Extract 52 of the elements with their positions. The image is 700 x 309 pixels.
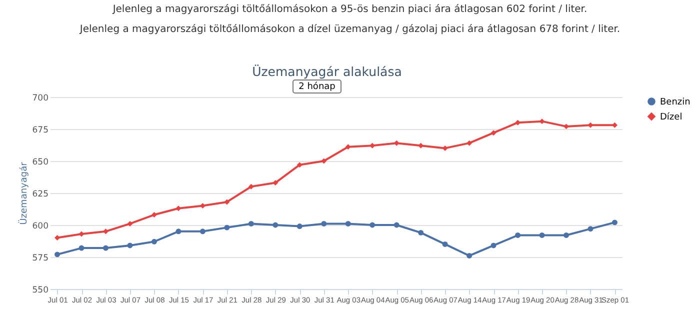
y-tick-label: 575 xyxy=(32,254,48,264)
point xyxy=(200,228,206,234)
point xyxy=(103,245,108,251)
point xyxy=(272,180,278,186)
point xyxy=(248,220,254,226)
point xyxy=(345,220,351,226)
point xyxy=(466,252,472,258)
y-tick-label: 675 xyxy=(32,126,48,136)
point xyxy=(176,228,182,234)
text: Jelenleg a magyarországi töltőállomásokon a dízel üzemanyag / gázolaj piaci ára átlagosan 678 forint / liter. xyxy=(78,24,620,35)
point xyxy=(127,242,133,248)
point xyxy=(564,124,569,130)
point xyxy=(151,238,157,244)
point xyxy=(151,212,157,218)
point xyxy=(296,224,302,230)
point xyxy=(345,144,351,150)
point xyxy=(224,224,230,230)
point xyxy=(78,231,84,237)
point xyxy=(54,252,60,258)
point xyxy=(54,235,60,241)
point xyxy=(564,232,569,238)
point xyxy=(321,158,327,164)
point xyxy=(321,220,327,226)
point xyxy=(224,199,230,205)
legend-label: Dízel xyxy=(660,112,682,122)
point xyxy=(515,232,521,238)
y-tick-label: 600 xyxy=(32,222,48,232)
chart-title: Üzemanyagár alakulása xyxy=(252,64,402,79)
y-tick-label: 550 xyxy=(32,286,48,296)
y-axis-title: Üzemanyagár xyxy=(17,162,30,225)
point xyxy=(612,220,618,226)
point xyxy=(588,226,594,232)
y-tick-label: 700 xyxy=(32,94,48,104)
text: Jelenleg a magyarországi töltőállomásokon a 95-ös benzin piaci ára átlagosan 602 forint / liter. xyxy=(112,4,588,15)
point xyxy=(394,222,400,228)
point xyxy=(103,228,108,234)
point xyxy=(490,242,496,248)
y-tick-label: 650 xyxy=(32,158,48,168)
point xyxy=(370,222,376,228)
point xyxy=(442,241,448,247)
point xyxy=(248,184,254,190)
point xyxy=(539,232,545,238)
point xyxy=(127,220,133,226)
point xyxy=(272,222,278,228)
point xyxy=(418,230,424,236)
point xyxy=(490,130,496,136)
point xyxy=(296,162,302,168)
point xyxy=(78,245,84,251)
legend-label: Benzin xyxy=(660,98,690,108)
y-tick-label: 625 xyxy=(32,190,48,200)
point xyxy=(466,140,472,146)
chart-subtitle: 2 hónap xyxy=(298,81,336,92)
